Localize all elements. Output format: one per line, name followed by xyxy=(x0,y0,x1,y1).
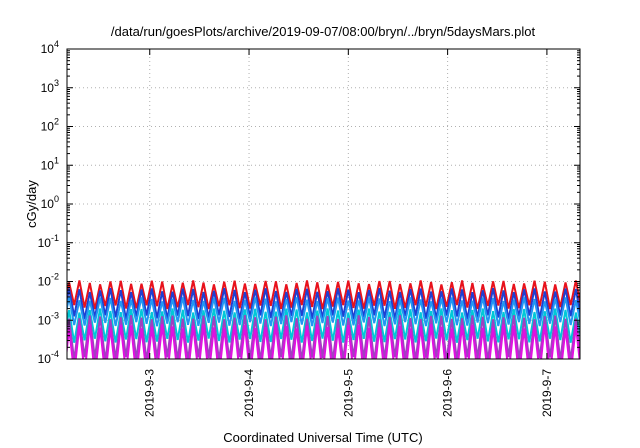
y-axis-label: cGy/day xyxy=(24,180,39,228)
series-line xyxy=(67,280,580,310)
y-tick-label: 10-4 xyxy=(38,349,59,366)
y-tick-label: 100 xyxy=(41,194,59,211)
x-tick-label: 2019-9-3 xyxy=(143,369,157,417)
series-line xyxy=(67,324,580,359)
axes: 10-4 10-3 10-2 10-1 100 101 102 103 104 2019-9-3 2… xyxy=(38,39,581,417)
series-line xyxy=(67,288,580,320)
x-tick-label: 2019-9-7 xyxy=(540,369,554,417)
y-tick-label: 102 xyxy=(41,117,59,134)
x-tick-label: 2019-9-4 xyxy=(242,369,256,417)
series-line xyxy=(67,315,580,359)
x-tick-label: 2019-9-6 xyxy=(441,369,455,417)
plot-frame xyxy=(66,48,581,360)
y-tick-label: 10-1 xyxy=(38,233,59,250)
series-line xyxy=(67,297,580,327)
y-tick-label: 103 xyxy=(41,78,59,95)
y-tick-label: 101 xyxy=(41,155,59,172)
x-tick-label: 2019-9-5 xyxy=(341,369,355,417)
series-line xyxy=(67,308,580,343)
y-tick-label: 10-2 xyxy=(38,272,59,289)
chart-title: /data/run/goesPlots/archive/2019-09-07/0… xyxy=(111,24,536,39)
series-lines xyxy=(67,280,580,359)
y-tick-label: 104 xyxy=(41,39,59,56)
x-axis-label: Coordinated Universal Time (UTC) xyxy=(223,430,422,445)
y-tick-label: 10-3 xyxy=(38,310,59,327)
